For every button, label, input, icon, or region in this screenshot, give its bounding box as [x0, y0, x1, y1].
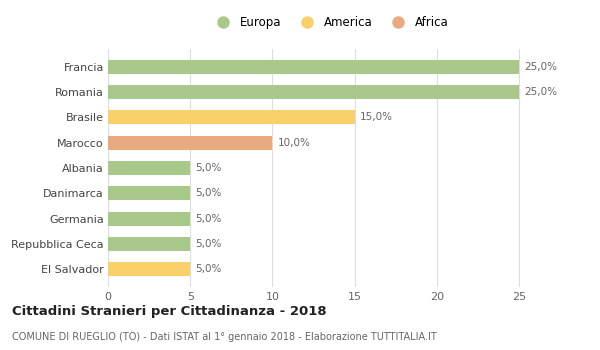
Text: 5,0%: 5,0%	[195, 163, 221, 173]
Text: 5,0%: 5,0%	[195, 214, 221, 224]
Bar	[108, 237, 190, 251]
Bar	[108, 111, 355, 124]
Text: 5,0%: 5,0%	[195, 264, 221, 274]
Legend: Europa, America, Africa: Europa, America, Africa	[206, 11, 454, 34]
Text: 5,0%: 5,0%	[195, 188, 221, 198]
Text: Cittadini Stranieri per Cittadinanza - 2018: Cittadini Stranieri per Cittadinanza - 2…	[12, 304, 326, 317]
Bar	[108, 85, 519, 99]
Bar	[108, 136, 272, 150]
Text: 10,0%: 10,0%	[277, 138, 310, 148]
Bar	[108, 212, 190, 225]
Text: COMUNE DI RUEGLIO (TO) - Dati ISTAT al 1° gennaio 2018 - Elaborazione TUTTITALIA: COMUNE DI RUEGLIO (TO) - Dati ISTAT al 1…	[12, 332, 437, 343]
Text: 5,0%: 5,0%	[195, 239, 221, 249]
Text: 25,0%: 25,0%	[524, 62, 557, 72]
Bar	[108, 186, 190, 200]
Bar	[108, 161, 190, 175]
Text: 15,0%: 15,0%	[359, 112, 392, 122]
Bar	[108, 60, 519, 74]
Bar	[108, 262, 190, 276]
Text: 25,0%: 25,0%	[524, 87, 557, 97]
